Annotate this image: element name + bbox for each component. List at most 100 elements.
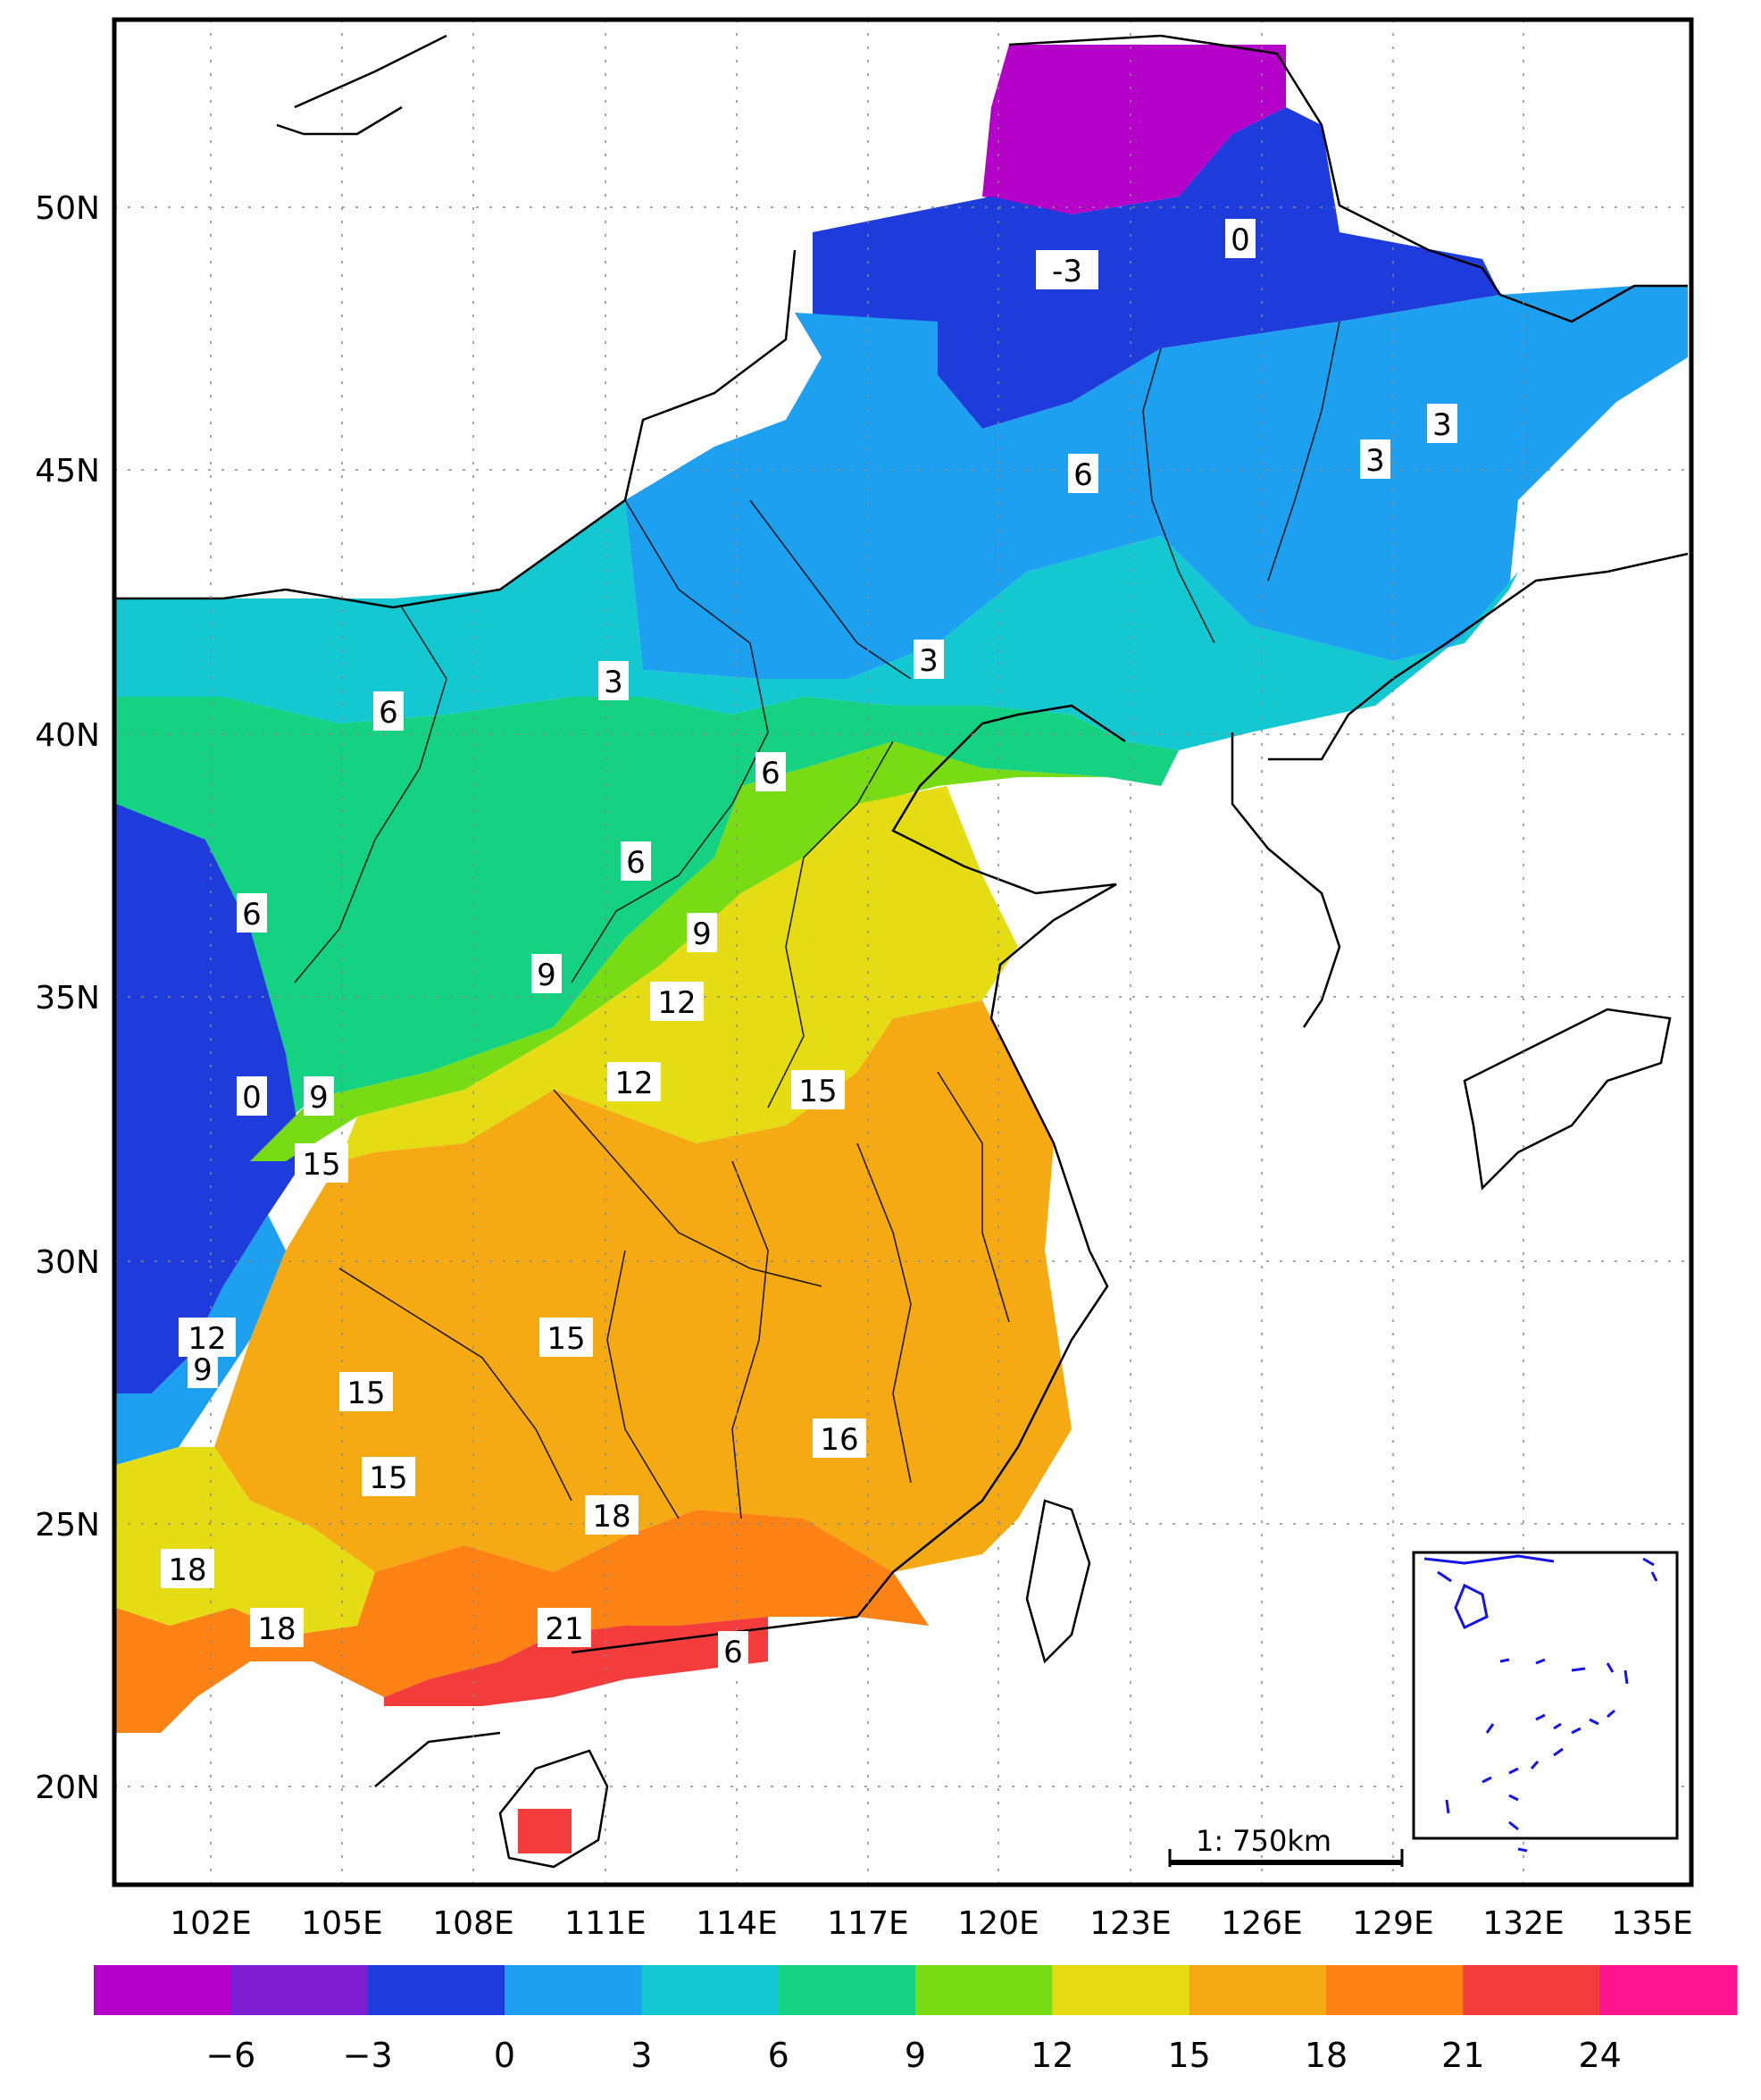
contour-label: 3 [1360,439,1390,479]
svg-text:3: 3 [1432,407,1452,443]
contour-label: 9 [188,1349,218,1388]
lon-labels: 102E 105E 108E 111E 114E 117E 120E 123E … [170,1905,1692,1942]
svg-text:15: 15 [798,1074,837,1109]
svg-text:6: 6 [379,695,398,731]
svg-text:3: 3 [919,643,939,679]
svg-text:9: 9 [537,958,556,993]
contour-labels: -3 0 3 3 6 3 6 3 6 6 9 6 9 12 12 15 0 9 … [161,219,1457,1670]
color-bar-ticks: −6 −3 0 3 6 9 12 15 18 21 24 [205,2036,1622,2075]
svg-text:0: 0 [242,1080,262,1116]
contour-label: 6 [237,893,267,933]
svg-text:6: 6 [242,897,262,933]
contour-label: 16 [813,1418,866,1458]
scale-bar-label: 1: 750km [1196,1824,1331,1858]
color-bar [94,1965,1738,2015]
svg-text:16: 16 [820,1422,858,1458]
contour-label: 6 [718,1631,748,1670]
svg-text:18: 18 [257,1611,296,1647]
svg-text:12: 12 [657,985,696,1021]
contour-label: 12 [607,1062,661,1101]
lon-label-102E: 102E [170,1905,251,1942]
svg-text:6: 6 [723,1635,743,1670]
color-bar-tick-label: 24 [1578,2036,1621,2075]
lon-label-135E: 135E [1611,1905,1692,1942]
color-bar-swatch [505,1965,642,2015]
svg-text:15: 15 [369,1460,407,1496]
svg-text:15: 15 [302,1147,340,1183]
svg-text:6: 6 [1073,457,1093,493]
contour-label: 6 [1068,454,1098,493]
svg-text:9: 9 [309,1080,329,1116]
color-bar-swatch [1189,1965,1327,2015]
color-bar-tick-label: −3 [343,2036,393,2075]
lon-label-126E: 126E [1221,1905,1302,1942]
contour-label: 9 [687,913,717,952]
lat-labels: 50N 45N 40N 35N 30N 25N 20N [35,190,100,1806]
lat-label-35N: 35N [35,980,100,1017]
contour-label: 3 [1427,404,1457,443]
province-lines [294,321,1340,1519]
contour-label: 15 [362,1457,415,1496]
svg-text:21: 21 [545,1611,583,1647]
lon-label-117E: 117E [827,1905,908,1942]
lon-label-114E: 114E [696,1905,777,1942]
color-bar-tick-label: 12 [1031,2036,1073,2075]
color-bar-tick-label: 9 [905,2036,926,2075]
contour-label: 15 [295,1143,348,1183]
contour-label: 21 [538,1608,591,1647]
lat-label-50N: 50N [35,190,100,227]
south-china-sea-inset [1412,1551,1679,1853]
svg-text:9: 9 [692,916,712,952]
map-frame [112,17,1694,1887]
lat-label-45N: 45N [35,453,100,489]
color-bar-swatch [915,1965,1053,2015]
contour-label: 9 [304,1076,334,1116]
color-bar-swatch [367,1965,505,2015]
scale-bar: 1: 750km [1168,1824,1404,1867]
lon-label-132E: 132E [1482,1905,1564,1942]
svg-text:3: 3 [1365,443,1385,479]
color-bar-swatch [1599,1965,1738,2015]
svg-text:6: 6 [761,756,780,791]
lon-label-120E: 120E [957,1905,1039,1942]
color-bar-tick-label: 6 [768,2036,789,2075]
svg-text:15: 15 [547,1321,585,1357]
color-bar-tick-label: 15 [1167,2036,1210,2075]
lon-label-111E: 111E [564,1905,646,1942]
lon-label-105E: 105E [301,1905,382,1942]
color-bar-tick-label: −6 [205,2036,255,2075]
contour-label: 9 [531,954,562,993]
contour-label: 15 [339,1372,393,1411]
svg-text:0: 0 [1231,222,1250,258]
coastlines [116,34,1689,1869]
contour-label: 6 [755,752,786,791]
contour-label: 6 [621,841,651,881]
color-bar-swatch [778,1965,916,2015]
contour-label: 18 [250,1608,304,1647]
contour-label: 3 [914,640,944,679]
color-bar-swatch [1463,1965,1601,2015]
svg-text:18: 18 [592,1499,630,1535]
color-bar-tick-label: 3 [630,2036,652,2075]
contour-label: 0 [1225,219,1256,258]
contour-label: 12 [650,982,704,1021]
contour-label: 18 [161,1549,214,1588]
lat-label-20N: 20N [35,1770,100,1806]
lat-label-40N: 40N [35,717,100,754]
svg-text:9: 9 [193,1352,213,1388]
color-bar-tick-label: 21 [1441,2036,1484,2075]
contour-label: 15 [539,1318,593,1357]
lat-label-30N: 30N [35,1244,100,1281]
color-bar-tick-label: 18 [1305,2036,1348,2075]
color-bar-swatch [94,1965,231,2015]
color-bar-swatch [641,1965,780,2015]
svg-text:15: 15 [346,1376,385,1411]
svg-text:6: 6 [626,845,646,881]
color-bar-swatch [230,1965,369,2015]
lon-label-108E: 108E [432,1905,513,1942]
contour-label: 0 [237,1076,267,1116]
color-bar-swatch [1052,1965,1190,2015]
contour-label: 6 [373,691,404,731]
